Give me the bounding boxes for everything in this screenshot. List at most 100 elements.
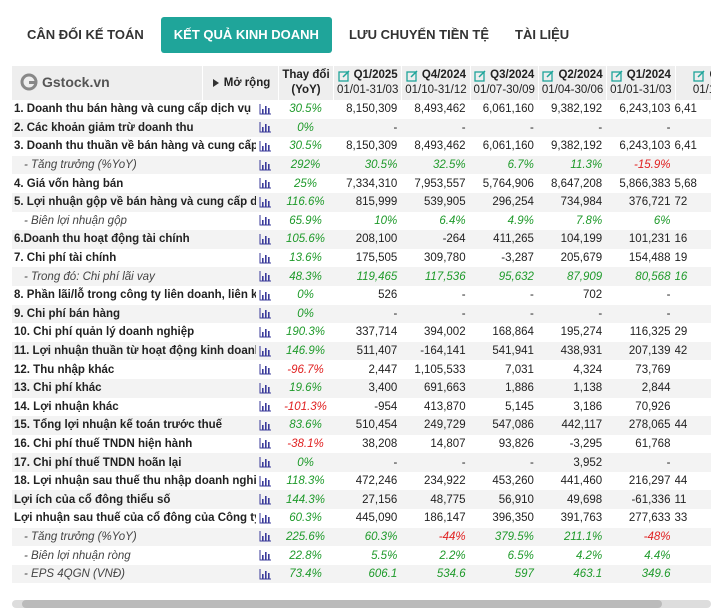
table-row: - Biên lợi nhuận ròng 22.8% 5.5% 2.2% 6.5% 4.…: [12, 546, 711, 565]
yoy-change: 190.3%: [285, 326, 325, 339]
value-cell: 1,105,533: [414, 363, 466, 376]
change-title: Thay đổi: [282, 69, 330, 81]
chart-icon[interactable]: [258, 416, 272, 435]
chart-icon[interactable]: [258, 472, 272, 491]
bar-icon: [259, 512, 271, 524]
bar-icon: [259, 475, 271, 487]
yoy-change: 146.9%: [285, 345, 325, 358]
value-cell: 211.1%: [564, 530, 603, 543]
value-cell: 541,941: [492, 345, 534, 358]
value-cell: 510,454: [355, 419, 398, 432]
row-label: 2. Các khoản giảm trừ doanh thu: [14, 121, 194, 134]
chart-icon[interactable]: [258, 509, 272, 528]
table-row: 16. Chi phí thuế TNDN hiện hành -38.1% 38,…: [12, 435, 711, 454]
chart-icon[interactable]: [258, 174, 272, 193]
value-cell: 70,926: [635, 400, 671, 413]
chart-icon[interactable]: [258, 323, 272, 342]
chart-icon[interactable]: [258, 528, 272, 547]
chart-icon[interactable]: [258, 267, 272, 286]
chart-icon[interactable]: [258, 100, 272, 119]
value-cell: 116,325: [629, 326, 671, 339]
chart-icon[interactable]: [258, 360, 272, 379]
table-row: 8. Phần lãi/lỗ trong công ty liên doanh,…: [12, 286, 711, 305]
value-cell: -: [530, 307, 534, 320]
table-row: - Biên lợi nhuận gộp 65.9% 10% 6.4% 4.9% 7.8%…: [12, 212, 711, 231]
value-cell: 5,68: [674, 177, 697, 190]
period-quarter: Q2/2024: [542, 68, 603, 83]
chart-icon[interactable]: [258, 119, 272, 138]
logo-text: Gstock.vn: [42, 74, 110, 90]
value-cell: 534.6: [436, 568, 466, 581]
table-row: Lợi nhuận sau thuế của cổ đông của Công …: [12, 509, 711, 528]
row-label: 1. Doanh thu bán hàng và cung cấp dịch v…: [14, 103, 252, 116]
chart-icon[interactable]: [258, 379, 272, 398]
scroll-thumb[interactable]: [22, 600, 662, 608]
value-cell: -: [461, 289, 466, 302]
value-cell: 8,493,462: [414, 140, 466, 153]
bar-icon: [259, 178, 271, 189]
bar-icon: [259, 271, 271, 282]
tab[interactable]: CÂN ĐỐI KẾ TOÁN: [27, 27, 144, 42]
chart-icon[interactable]: [258, 342, 272, 361]
chart-icon[interactable]: [258, 137, 272, 156]
value-cell: 3,186: [573, 400, 603, 413]
table-row: 2. Các khoản giảm trừ doanh thu 0% - - - - -: [12, 118, 711, 138]
value-cell: 539,905: [424, 196, 466, 209]
chart-icon[interactable]: [258, 490, 272, 509]
period-header: Q401/10-: [674, 66, 711, 100]
row-label: 14. Lợi nhuận khác: [14, 400, 119, 413]
chart-icon[interactable]: [258, 156, 272, 175]
bar-icon: [259, 568, 271, 580]
value-cell: 463.1: [573, 568, 603, 581]
chart-icon[interactable]: [258, 212, 272, 231]
tab[interactable]: TÀI LIỆU: [515, 27, 570, 42]
chart-icon[interactable]: [258, 565, 272, 584]
tab[interactable]: LƯU CHUYỂN TIỀN TỆ: [348, 27, 490, 42]
chart-icon[interactable]: [258, 230, 272, 249]
value-cell: [675, 212, 711, 231]
bar-icon: [259, 103, 271, 115]
value-cell: 8,150,309: [346, 103, 398, 116]
value-cell: [675, 453, 711, 472]
table-row: 13. Chi phí khác 19.6% 3,400 691,663 1,886 1,…: [12, 378, 711, 398]
chart-icon[interactable]: [258, 435, 272, 454]
value-cell: 2.2%: [439, 549, 466, 562]
row-label: Lợi nhuận sau thuế của cổ đông của Công …: [14, 512, 256, 525]
expand-arrow: [212, 79, 219, 87]
bar-icon: [259, 457, 271, 468]
tab-active[interactable]: KẾT QUẢ KINH DOANH: [160, 17, 332, 53]
chart-icon[interactable]: [258, 453, 272, 472]
row-label: 11. Lợi nhuận thuần từ hoạt động kinh do…: [14, 345, 256, 358]
value-cell: 441,460: [560, 475, 603, 488]
quarter-text: Q1/2025: [353, 69, 398, 81]
chart-icon[interactable]: [258, 193, 272, 212]
bar-icon: [259, 364, 271, 375]
value-cell: -: [393, 456, 398, 469]
value-cell: -: [530, 456, 534, 469]
expand-button[interactable]: Mở rộng: [202, 66, 278, 100]
logo: Gstock.vn: [20, 73, 110, 91]
chart-icon[interactable]: [258, 398, 272, 417]
table-row: 5. Lợi nhuận gộp về bán hàng và cung cấp…: [12, 192, 711, 212]
value-cell: 9,382,192: [551, 140, 603, 153]
value-cell: 8,150,309: [346, 140, 398, 153]
row-label: - Trong đó: Chi phí lãi vay: [24, 270, 155, 283]
yoy-change: 48.3%: [289, 270, 322, 283]
value-cell: [675, 565, 711, 584]
value-cell: -954: [374, 400, 398, 413]
chart-icon[interactable]: [258, 546, 272, 565]
chart-icon[interactable]: [258, 249, 272, 268]
table-row: 17. Chi phí thuế TNDN hoãn lại 0% - - - 3,952…: [12, 453, 711, 472]
table-row: - EPS 4QGN (VNĐ) 73.4% 606.1 534.6 597 463.1 3…: [12, 564, 711, 584]
table-row: - Tăng trưởng (%YoY) 292% 30.5% 32.5% 6.7% 11…: [12, 155, 711, 175]
chart-icon[interactable]: [258, 305, 272, 324]
chart-icon[interactable]: [258, 286, 272, 305]
yoy-change: 30.5%: [289, 140, 322, 153]
yoy-change: 19.6%: [289, 382, 322, 395]
period-range: 01/10-31/12: [405, 84, 467, 96]
yoy-change: 292%: [290, 159, 321, 172]
yoy-change: 144.3%: [285, 493, 325, 506]
period-quarter: Q1/2024: [611, 68, 671, 83]
scrollbar[interactable]: [12, 600, 711, 608]
